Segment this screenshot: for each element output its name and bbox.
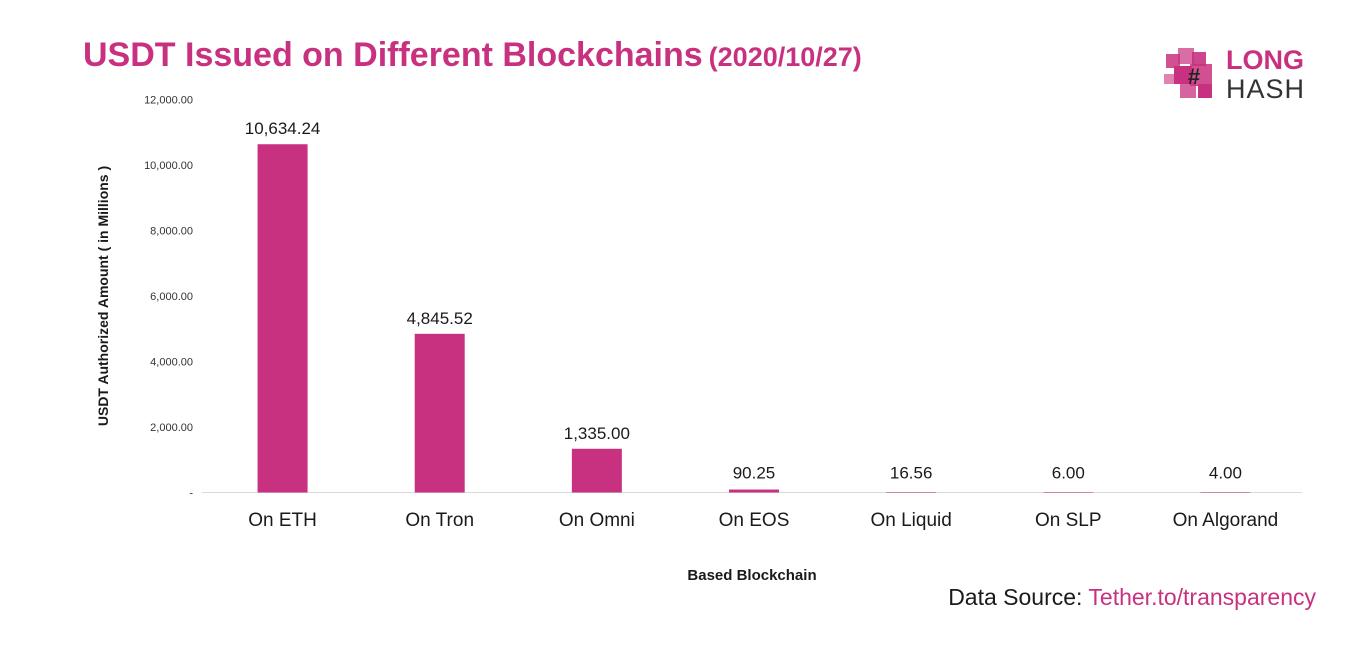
y-axis-title: USDT Authorized Amount ( in Millions ) [95,166,111,426]
data-label: 90.25 [733,464,776,483]
x-tick-label: On Algorand [1173,510,1279,531]
data-label: 6.00 [1052,464,1085,483]
x-tick-label: On Liquid [870,510,951,531]
data-label: 1,335.00 [564,424,630,443]
x-tick-label: On ETH [248,510,317,531]
y-tick-label: 10,000.00 [144,160,193,172]
x-tick-label: On SLP [1035,510,1102,531]
bars [257,144,1251,493]
logo-word-hash: HASH [1226,74,1306,104]
bar [886,492,937,493]
x-axis-ticks: On ETH On Tron On Omni On EOS On Liquid On SL… [248,510,1278,531]
chart-title-date: (2020/10/27) [708,42,862,72]
data-labels: 10,634.24 4,845.52 1,335.00 90.25 16.56 6.00 4… [245,119,1242,482]
bar [257,144,308,493]
chart-title: USDT Issued on Different Blockchains (202… [83,36,862,75]
y-tick-label: 6,000.00 [150,291,193,303]
y-tick-label: 4,000.00 [150,357,193,369]
y-axis-ticks: - 2,000.00 4,000.00 6,000.00 8,000.00 10,000.… [144,95,193,500]
svg-text:#: # [1188,64,1200,89]
data-label: 4,845.52 [407,309,473,328]
x-tick-label: On Omni [559,510,635,531]
y-tick-label: 12,000.00 [144,95,193,107]
bar [571,448,622,493]
bar [1200,492,1251,493]
data-source-link[interactable]: Tether.to/transparency [1088,584,1316,610]
blocky-hash-logo-icon: # [1164,48,1212,98]
logo-word-long: LONG [1226,45,1304,75]
data-label: 4.00 [1209,464,1242,483]
y-tick-label: 2,000.00 [150,422,193,434]
data-source: Data Source: Tether.to/transparency [948,584,1316,611]
data-source-prefix: Data Source: [948,584,1083,610]
data-label: 10,634.24 [245,119,321,138]
x-axis-title: Based Blockchain [687,567,816,584]
bar [414,333,465,493]
chart-title-main: USDT Issued on Different Blockchains [83,36,703,74]
x-tick-label: On EOS [719,510,790,531]
y-tick-label: 8,000.00 [150,226,193,238]
bar [1043,492,1094,493]
x-tick-label: On Tron [405,510,474,531]
bar [729,489,779,493]
longhash-logo: # LONG HASH [1164,44,1314,104]
y-tick-label: - [189,488,193,500]
data-label: 16.56 [890,464,933,483]
